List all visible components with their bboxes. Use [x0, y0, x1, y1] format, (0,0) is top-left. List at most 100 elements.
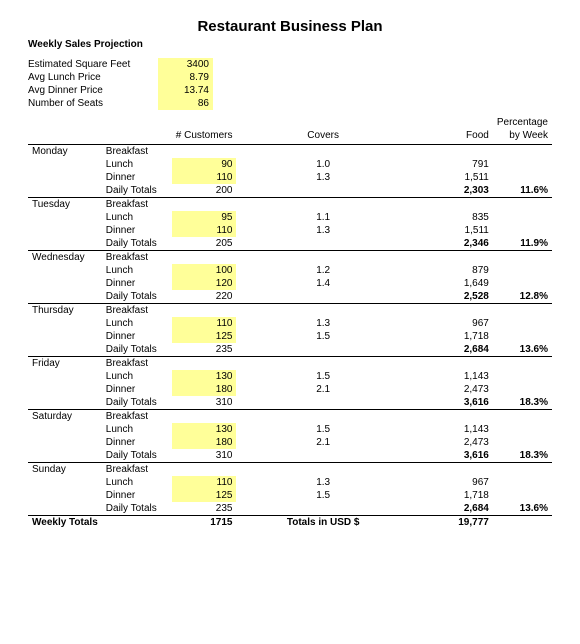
table-row: Lunch951.1835 [28, 211, 552, 224]
covers-cell [236, 357, 409, 371]
meal-cell: Breakfast [102, 198, 172, 212]
percentage-cell [493, 357, 552, 371]
customers-cell [172, 410, 237, 424]
table-row: Daily Totals220 2,52812.8% [28, 290, 552, 304]
food-cell: 1,511 [410, 224, 493, 237]
table-row: Daily Totals2352,68413.6% [28, 343, 552, 357]
percentage-cell [493, 145, 552, 159]
meal-cell: Lunch [102, 211, 172, 224]
food-cell: 1,718 [410, 489, 493, 502]
param-value: 13.74 [158, 84, 213, 97]
percentage-cell [493, 251, 552, 265]
food-cell: 967 [410, 317, 493, 330]
day-cell [28, 237, 102, 251]
covers-cell [236, 449, 409, 463]
customers-cell: 235 [172, 343, 237, 357]
meal-cell: Dinner [102, 224, 172, 237]
parameters-block: Estimated Square Feet3400Avg Lunch Price… [28, 58, 552, 110]
covers-cell [236, 343, 409, 357]
day-cell [28, 502, 102, 516]
food-cell: 2,346 [410, 237, 493, 251]
food-cell: 1,649 [410, 277, 493, 290]
food-cell [410, 463, 493, 477]
percentage-cell [493, 198, 552, 212]
percentage-cell: 12.8% [493, 290, 552, 304]
col-pct-line2: by Week [509, 130, 548, 141]
percentage-cell [493, 410, 552, 424]
param-label: Estimated Square Feet [28, 58, 158, 71]
table-row: MondayBreakfast [28, 145, 552, 159]
table-row: Lunch1001.2879 [28, 264, 552, 277]
table-row: Dinner1101.31,511 [28, 224, 552, 237]
day-cell [28, 264, 102, 277]
param-row: Estimated Square Feet3400 [28, 58, 552, 71]
customers-cell: 110 [172, 224, 237, 237]
meal-cell: Daily Totals [102, 502, 172, 516]
food-cell: 2,528 [410, 290, 493, 304]
day-cell [28, 317, 102, 330]
day-cell [28, 224, 102, 237]
percentage-cell [493, 211, 552, 224]
day-cell [28, 330, 102, 343]
customers-cell: 95 [172, 211, 237, 224]
weekly-totals-covers-label: Totals in USD $ [236, 516, 409, 530]
meal-cell: Breakfast [102, 251, 172, 265]
table-row: Dinner1201.41,649 [28, 277, 552, 290]
customers-cell: 100 [172, 264, 237, 277]
day-cell: Saturday [28, 410, 102, 424]
covers-cell [236, 304, 409, 318]
food-cell: 1,143 [410, 423, 493, 436]
table-row: ThursdayBreakfast [28, 304, 552, 318]
day-cell [28, 211, 102, 224]
customers-cell: 125 [172, 489, 237, 502]
param-row: Avg Lunch Price8.79 [28, 71, 552, 84]
covers-cell: 1.5 [236, 489, 409, 502]
percentage-cell [493, 330, 552, 343]
covers-cell [236, 396, 409, 410]
food-cell [410, 410, 493, 424]
day-cell: Thursday [28, 304, 102, 318]
meal-cell: Daily Totals [102, 290, 172, 304]
meal-cell: Daily Totals [102, 343, 172, 357]
param-value: 8.79 [158, 71, 213, 84]
customers-cell: 220 [172, 290, 237, 304]
customers-cell [172, 251, 237, 265]
day-cell [28, 290, 102, 304]
food-cell: 2,684 [410, 502, 493, 516]
customers-cell [172, 357, 237, 371]
day-cell [28, 396, 102, 410]
percentage-cell: 11.9% [493, 237, 552, 251]
meal-cell: Breakfast [102, 304, 172, 318]
weekly-totals-label: Weekly Totals [28, 516, 102, 530]
customers-cell [172, 304, 237, 318]
percentage-cell [493, 264, 552, 277]
table-row: TuesdayBreakfast [28, 198, 552, 212]
param-value: 86 [158, 97, 213, 110]
weekly-totals-customers: 1715 [172, 516, 237, 530]
percentage-cell [493, 423, 552, 436]
day-cell [28, 489, 102, 502]
food-cell: 791 [410, 158, 493, 171]
day-cell: Tuesday [28, 198, 102, 212]
percentage-cell [493, 171, 552, 184]
covers-cell: 1.0 [236, 158, 409, 171]
table-row: Dinner1802.12,473 [28, 383, 552, 396]
customers-cell: 120 [172, 277, 237, 290]
food-cell: 1,718 [410, 330, 493, 343]
food-cell: 2,473 [410, 383, 493, 396]
subtitle: Weekly Sales Projection [28, 39, 552, 50]
table-row: SundayBreakfast [28, 463, 552, 477]
customers-cell: 130 [172, 423, 237, 436]
day-cell: Wednesday [28, 251, 102, 265]
meal-cell: Lunch [102, 370, 172, 383]
covers-cell: 1.5 [236, 423, 409, 436]
covers-cell: 1.1 [236, 211, 409, 224]
percentage-cell [493, 224, 552, 237]
table-row: FridayBreakfast [28, 357, 552, 371]
covers-cell: 1.3 [236, 317, 409, 330]
percentage-cell [493, 476, 552, 489]
food-cell [410, 145, 493, 159]
day-cell [28, 158, 102, 171]
customers-cell: 130 [172, 370, 237, 383]
percentage-cell: 13.6% [493, 343, 552, 357]
